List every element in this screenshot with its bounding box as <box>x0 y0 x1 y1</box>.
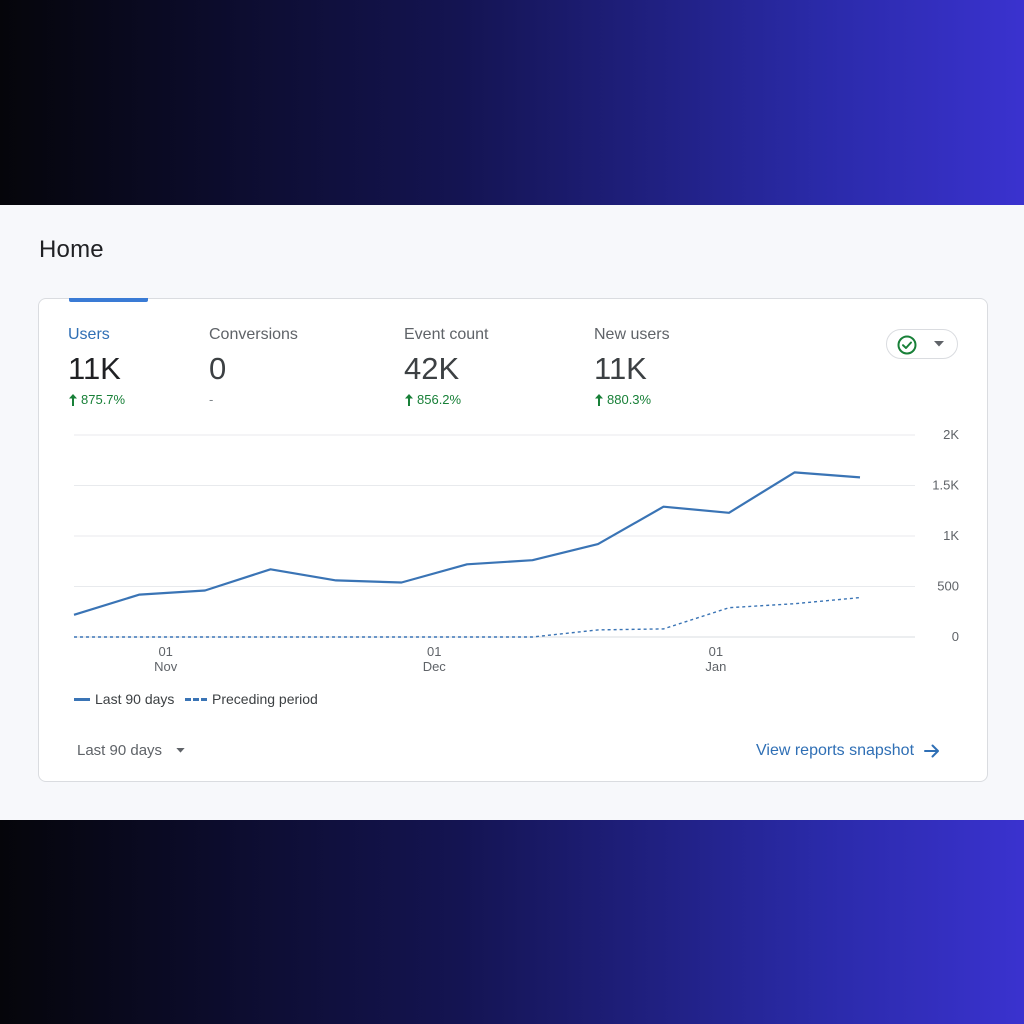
x-tick-month-label: Jan <box>705 659 726 674</box>
arrow-right-icon <box>924 744 940 758</box>
active-tab-indicator <box>69 298 148 302</box>
page-title: Home <box>39 236 104 263</box>
metric-change: 875.7% <box>68 392 125 407</box>
chart-series <box>73 471 861 638</box>
check-circle-icon <box>897 335 917 355</box>
metric-tab-users[interactable]: Users 11K 875.7% <box>68 326 125 407</box>
y-tick-label: 1K <box>943 528 959 543</box>
metric-change-value: 880.3% <box>607 392 652 407</box>
date-range-label: Last 90 days <box>77 742 163 759</box>
metric-change: - <box>209 392 298 407</box>
y-tick-label: 1.5K <box>932 478 959 493</box>
legend-label: Last 90 days <box>95 691 175 707</box>
legend-item-preceding-period: Preceding period <box>185 691 318 707</box>
caret-down-icon <box>934 341 944 347</box>
data-status-dropdown[interactable] <box>886 329 958 359</box>
legend-label: Preceding period <box>212 691 318 707</box>
chart-grid <box>74 434 915 638</box>
x-tick-month-label: Dec <box>423 659 447 674</box>
metric-label: New users <box>594 326 670 343</box>
x-tick-month-label: Nov <box>154 659 178 674</box>
metric-change: 856.2% <box>404 392 489 407</box>
x-tick-day-label: 01 <box>427 644 441 659</box>
metric-tab-event-count[interactable]: Event count 42K 856.2% <box>404 326 489 407</box>
metric-value: 11K <box>594 351 647 386</box>
legend-swatch-dashed <box>185 697 207 701</box>
metric-value: 0 <box>209 351 227 386</box>
date-range-select[interactable]: Last 90 days <box>77 742 185 759</box>
y-tick-label: 2K <box>943 427 959 442</box>
metric-label: Users <box>68 326 110 343</box>
metric-label: Conversions <box>209 326 298 343</box>
legend-swatch-solid <box>74 697 90 701</box>
caret-down-icon <box>176 748 185 753</box>
metric-change-value: 856.2% <box>417 392 462 407</box>
y-tick-label: 0 <box>952 629 959 644</box>
metric-value: 11K <box>68 351 121 386</box>
metric-change: 880.3% <box>594 392 670 407</box>
metric-change-value: 875.7% <box>81 392 126 407</box>
metric-tab-new-users[interactable]: New users 11K 880.3% <box>594 326 670 407</box>
metric-label: Event count <box>404 326 489 343</box>
view-link-label: View reports snapshot <box>756 742 915 759</box>
x-tick-day-label: 01 <box>709 644 723 659</box>
arrow-up-icon <box>69 393 77 406</box>
overview-card <box>38 298 988 782</box>
view-reports-snapshot-link[interactable]: View reports snapshot <box>756 742 940 760</box>
y-tick-label: 500 <box>937 579 959 594</box>
series-line-last-90-days <box>73 471 861 616</box>
legend-item-last-90-days: Last 90 days <box>74 691 174 707</box>
x-tick-day-label: 01 <box>158 644 172 659</box>
metric-value: 42K <box>404 351 460 386</box>
series-line-preceding-period <box>74 596 861 638</box>
metric-change-value: - <box>209 392 214 407</box>
metric-tab-conversions[interactable]: Conversions 0 - <box>209 326 298 407</box>
arrow-up-icon <box>595 393 603 406</box>
arrow-up-icon <box>405 393 413 406</box>
chart-y-axis: 0 500 1K 1.5K 2K <box>932 427 959 644</box>
